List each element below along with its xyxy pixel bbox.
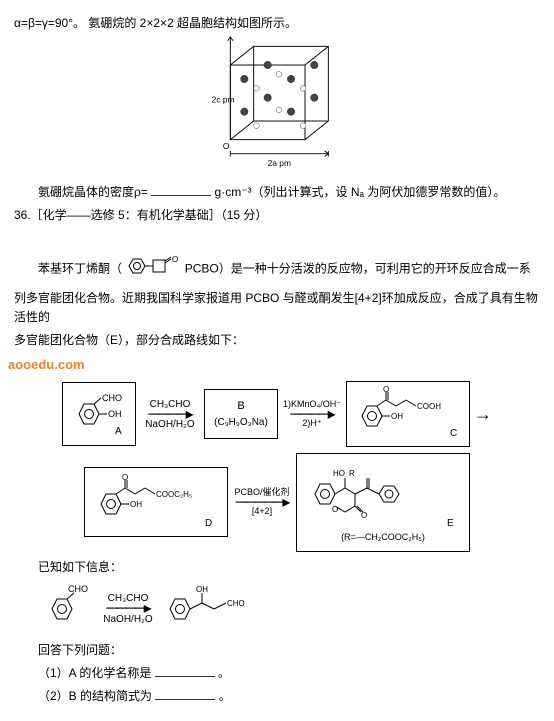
- cube-ylabel: 2c pm: [212, 95, 235, 105]
- boxA-oh: OH: [108, 409, 122, 419]
- boxD-tag: COOC₂H₅: [156, 490, 192, 499]
- pcbo-mid: PCBO）是一种十分活泼的反应物，可利用它的开环反应合成一系: [185, 261, 531, 275]
- boxE-note: (R=—CH₂COOC₂H₅): [341, 530, 425, 544]
- cube-origin: O: [223, 141, 230, 151]
- pcbo-intro-line3: 多官能团化合物（E），部分合成路线如下：: [14, 331, 540, 350]
- known-right-oh: OH: [196, 585, 208, 594]
- known-info-header: 已知如下信息：: [14, 558, 540, 577]
- known-left-struct: CHO: [44, 585, 94, 633]
- pcbo-structure-icon: O: [125, 253, 181, 285]
- answer-header: 回答下列问题：: [14, 641, 540, 660]
- arrow1-bottom: NaOH/H₂O: [145, 419, 194, 430]
- boxA-cho: CHO: [102, 393, 122, 403]
- svg-text:O: O: [332, 505, 338, 514]
- svg-text:OH: OH: [130, 500, 142, 509]
- svg-text:O: O: [361, 511, 367, 520]
- scheme2-box-e: O O HO R E (R=—CH₂COOC₂H₅): [296, 453, 470, 551]
- pcbo-prefix: 苯基环丁烯酮（: [38, 261, 122, 275]
- scheme1-box-b: B (C₉H₉O₃Na): [204, 389, 278, 439]
- scheme-2: OH O COOC₂H₅ D PCBO/催化剂 ─────▸ [4+2] O O…: [14, 453, 540, 551]
- scheme1-box-c: OH O COOH C: [346, 381, 470, 447]
- svg-text:OH: OH: [391, 412, 403, 421]
- scheme2-box-d: OH O COOC₂H₅ D: [84, 467, 228, 537]
- boxE-ho: HO: [333, 469, 345, 478]
- arrow2-bottom: 2)H⁺: [302, 419, 321, 429]
- watermark-text: aooedu.com: [8, 355, 534, 376]
- known-right-cho: CHO: [227, 599, 245, 608]
- q1-text: （1）A 的化学名称是: [38, 666, 151, 680]
- boxB-line2: (C₉H₉O₃Na): [214, 415, 268, 431]
- boxC-cooh: COOH: [417, 402, 441, 411]
- boxE-r: R: [349, 469, 355, 478]
- cube-xlabel: 2a pm: [268, 158, 291, 168]
- text-top-angles: α=β=γ=90°。 氨硼烷的 2×2×2 超晶胞结构如图所示。: [14, 14, 540, 33]
- scheme1-tail-arrow: →: [474, 400, 492, 429]
- q2-period: 。: [219, 689, 231, 703]
- q36-header: 36.［化学——选修 5：有机化学基础］（15 分）: [14, 206, 540, 225]
- density-line: 氨硼烷晶体的密度ρ= g·cm⁻³（列出计算式，设 Nₐ 为阿伏加德罗常数的值）…: [14, 183, 540, 202]
- known-scheme: CHO CH₃CHO ────▸ NaOH/H₂O OH CHO: [14, 583, 540, 635]
- known-left-tag: CHO: [68, 584, 88, 594]
- q2-text: （2）B 的结构简式为: [38, 689, 152, 703]
- svg-text:O: O: [122, 473, 128, 482]
- svg-text:O: O: [383, 385, 389, 394]
- q1-period: 。: [218, 666, 230, 680]
- scheme2-arrow-bottom: [4+2]: [252, 507, 272, 517]
- figure-cube: 2c pm 2a pm O: [202, 37, 352, 177]
- boxC-label: C: [450, 428, 457, 439]
- q1-blank: [155, 664, 215, 677]
- question-2: （2）B 的结构简式为 。: [14, 687, 540, 706]
- known-arrow: CH₃CHO ────▸ NaOH/H₂O: [98, 593, 158, 625]
- scheme-1: CHO OH A CH₃CHO ────▸ NaOH/H₂O B (C₉H₉O₃…: [14, 381, 540, 447]
- arrow1-line: ────▸: [148, 410, 191, 420]
- boxD-label: D: [205, 518, 212, 529]
- boxE-label: E: [447, 518, 454, 529]
- known-right-struct: OH CHO: [162, 583, 262, 635]
- question-1: （1）A 的化学名称是 。: [14, 664, 540, 683]
- density-blank: [151, 183, 211, 196]
- scheme2-arrow: PCBO/催化剂 ─────▸ [4+2]: [232, 488, 292, 517]
- known-arrow-bottom: NaOH/H₂O: [103, 614, 152, 625]
- pcbo-intro-line1: 苯基环丁烯酮（ O PCBO）是一种十分活泼的反应物，可利用它的开环反应合成一系: [14, 253, 540, 285]
- q2-blank: [155, 687, 215, 700]
- scheme1-arrow1: CH₃CHO ────▸ NaOH/H₂O: [140, 399, 200, 431]
- scheme1-box-a: CHO OH A: [62, 382, 136, 446]
- pcbo-intro-line2: 列多官能团化合物。近期我国科学家报道用 PCBO 与醛或酮发生[4+2]环加成反…: [14, 289, 540, 327]
- scheme1-arrow2: 1)KMnO₄/OH⁻ ────▸ 2)H⁺: [282, 400, 342, 429]
- density-unit: g·cm⁻³（列出计算式，设 Nₐ 为阿伏加德罗常数的值）。: [215, 185, 506, 199]
- boxA-label: A: [115, 426, 122, 437]
- known-arrow-line: ────▸: [106, 604, 149, 614]
- density-prefix: 氨硼烷晶体的密度ρ=: [38, 185, 148, 199]
- svg-text:O: O: [172, 255, 178, 264]
- figure-cube-wrap: 2c pm 2a pm O: [14, 37, 540, 177]
- boxB-line1: B: [237, 398, 244, 416]
